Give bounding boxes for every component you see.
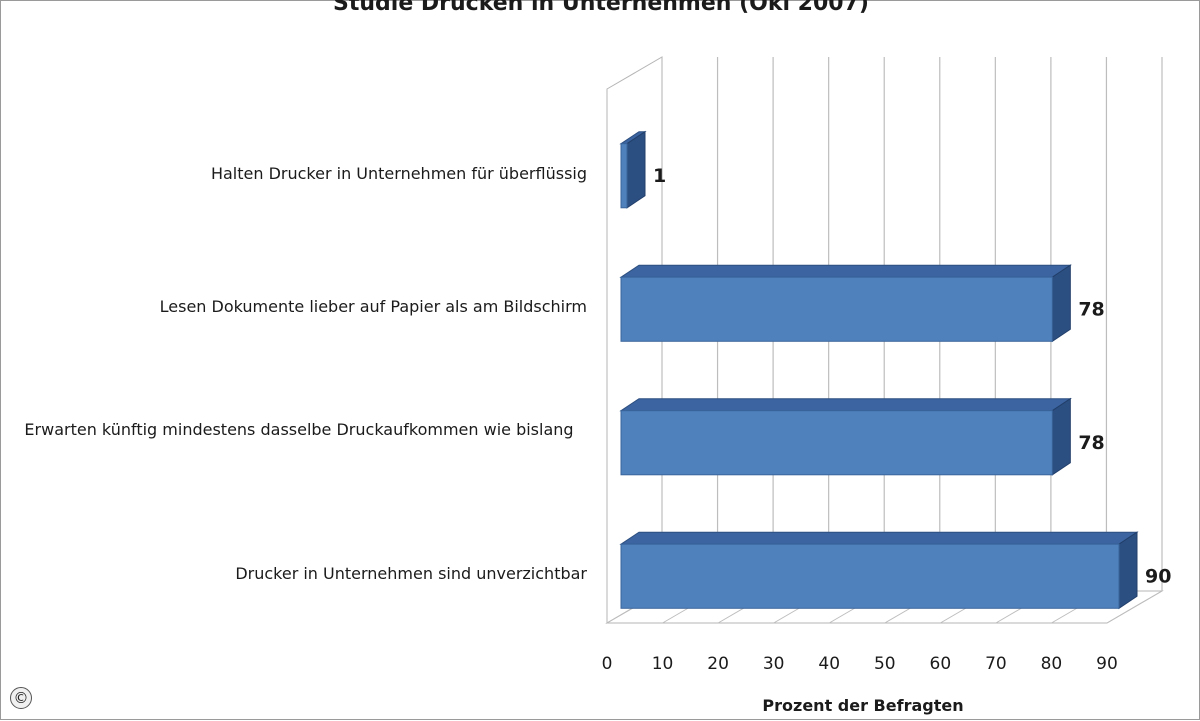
floor-gridline <box>1106 590 1163 624</box>
copyright-icon: © <box>10 687 32 709</box>
x-tick-label: 60 <box>930 654 952 674</box>
category-label: Erwarten künftig mindestens dasselbe Dru… <box>24 419 574 439</box>
x-tick-label: 80 <box>1041 654 1063 674</box>
category-label: Lesen Dokumente lieber auf Papier als am… <box>159 297 587 317</box>
bar-side <box>626 130 646 209</box>
x-tick-label: 20 <box>707 654 729 674</box>
bar-top <box>619 264 1072 278</box>
x-tick-label: 70 <box>985 654 1007 674</box>
bar-top <box>619 398 1072 412</box>
bar-top <box>619 531 1139 545</box>
category-label: Halten Drucker in Unternehmen für überfl… <box>210 163 587 183</box>
bar-side <box>1118 531 1138 610</box>
x-axis-title: Prozent der Befragten <box>762 696 963 715</box>
x-tick-label: 0 <box>602 654 613 674</box>
bar-side <box>1051 397 1071 476</box>
bar <box>620 410 1053 476</box>
chart-title: Studie Drucken in Unternehmen (Oki 2007) <box>333 0 869 16</box>
data-label: 78 <box>1078 432 1104 454</box>
x-tick-label: 30 <box>763 654 785 674</box>
x-tick-label: 50 <box>874 654 896 674</box>
bar <box>620 143 628 209</box>
x-tick-label: 40 <box>818 654 840 674</box>
category-label: Drucker in Unternehmen sind unverzichtba… <box>235 564 587 584</box>
bar <box>620 276 1053 342</box>
x-tick-label: 10 <box>652 654 674 674</box>
bar <box>620 543 1120 609</box>
bar-side <box>1051 264 1071 343</box>
x-tick-label: 90 <box>1096 654 1118 674</box>
data-label: 90 <box>1145 565 1171 587</box>
data-label: 78 <box>1078 298 1104 320</box>
data-label: 1 <box>653 165 666 187</box>
